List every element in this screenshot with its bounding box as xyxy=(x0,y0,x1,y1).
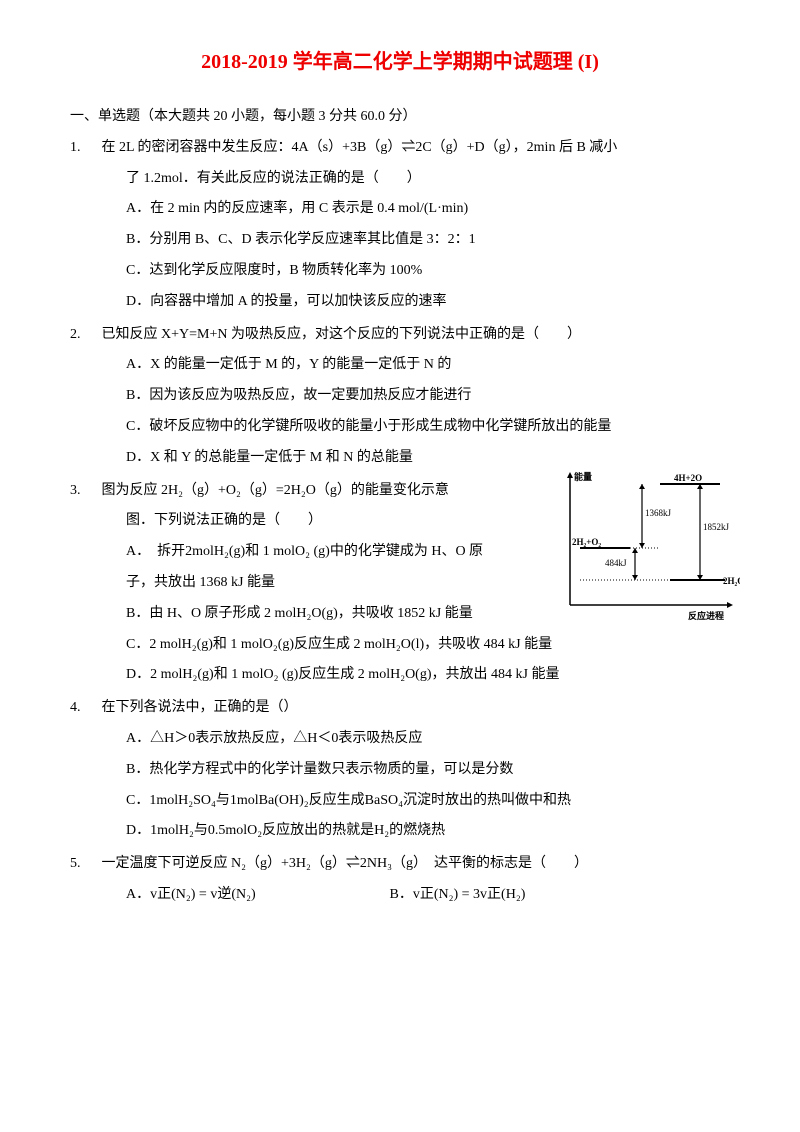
question-4: 4. 在下列各说法中，正确的是（） A．△H＞0表示放热反应，△H＜0表示吸热反… xyxy=(70,693,730,847)
q2-option-c: C．破坏反应物中的化学键所吸收的能量小于形成生成物中化学键所放出的能量 xyxy=(70,412,730,443)
q3-number: 3. xyxy=(70,476,98,507)
q1-text-l2: 了 1.2mol．有关此反应的说法正确的是（ ） xyxy=(70,164,730,195)
question-3: 3. 图为反应 2H₂（g）+O₂（g）=2H₂O（g）的能量变化示意 图．下列… xyxy=(70,476,730,692)
q4-option-c: C．1molH₂SO₄与1molBa(OH)₂反应生成BaSO₄沉淀时放出的热叫… xyxy=(70,786,730,817)
svg-text:2H₂+O₂: 2H₂+O₂ xyxy=(572,537,601,547)
q3-a-post: 中的化学键成为 H、O 原 xyxy=(330,544,483,559)
q4-option-d: D．1molH₂与0.5molO₂反应放出的热就是H₂的燃烧热 xyxy=(70,816,730,847)
q3-option-a-l1: A． 拆开2molH₂(g)和 1 molO₂ (g)中的化学键成为 H、O 原 xyxy=(70,537,546,568)
q5-text: 一定温度下可逆反应 N₂（g）+3H₂（g）⇌2NH₃（g） 达平衡的标志是（ … xyxy=(102,849,692,880)
svg-text:能量: 能量 xyxy=(574,471,592,482)
q1-number: 1. xyxy=(70,133,98,164)
q2-option-a: A．X 的能量一定低于 M 的，Y 的能量一定低于 N 的 xyxy=(70,350,730,381)
q4-number: 4. xyxy=(70,693,98,724)
svg-text:4H+2O: 4H+2O xyxy=(674,473,702,483)
q5-option-a: A．v正(N₂) = v逆(N₂) xyxy=(126,880,386,911)
q3-a-pre: A． 拆开 xyxy=(126,544,185,559)
svg-text:2H₂O: 2H₂O xyxy=(723,576,740,586)
q2-number: 2. xyxy=(70,320,98,351)
q4-option-b: B．热化学方程式中的化学计量数只表示物质的量，可以是分数 xyxy=(70,755,730,786)
q1-option-d: D．向容器中增加 A 的投量，可以加快该反应的速率 xyxy=(70,287,730,318)
q1-text-l1: 在 2L 的密闭容器中发生反应：4A（s）+3B（g）⇌2C（g）+D（g），2… xyxy=(102,133,692,164)
svg-text:1852kJ: 1852kJ xyxy=(703,522,730,532)
energy-diagram: 能量反应进程 4H+2O 2H₂+O₂ 2H₂O 1368kJ 1852kJ 484kJ xyxy=(560,470,740,640)
q1-option-a: A．在 2 min 内的反应速率，用 C 表示是 0.4 mol/(L·min) xyxy=(70,194,730,225)
section-heading: 一、单选题（本大题共 20 小题，每小题 3 分共 60.0 分） xyxy=(70,102,730,133)
q1-option-b: B．分别用 B、C、D 表示化学反应速率其比值是 3：2：1 xyxy=(70,225,730,256)
question-5: 5. 一定温度下可逆反应 N₂（g）+3H₂（g）⇌2NH₃（g） 达平衡的标志… xyxy=(70,849,730,911)
q1-option-c: C．达到化学反应限度时，B 物质转化率为 100% xyxy=(70,256,730,287)
svg-text:1368kJ: 1368kJ xyxy=(645,508,672,518)
q4-text: 在下列各说法中，正确的是（） xyxy=(102,693,692,724)
q3-option-d: D．2 molH₂(g)和 1 molO₂ (g)反应生成 2 molH₂O(g… xyxy=(70,660,730,691)
q2-option-b: B．因为该反应为吸热反应，故一定要加热反应才能进行 xyxy=(70,381,730,412)
q3-text-l2: 图．下列说法正确的是（ ） xyxy=(70,506,546,537)
q5-option-b: B．v正(N₂) = 3v正(H₂) xyxy=(390,880,526,911)
q3-text-l1: 图为反应 2H₂（g）+O₂（g）=2H₂O（g）的能量变化示意 xyxy=(102,476,522,507)
question-2: 2. 已知反应 X+Y=M+N 为吸热反应，对这个反应的下列说法中正确的是（ ）… xyxy=(70,320,730,474)
q3-a-mid: 2molH₂(g)和 1 molO₂ (g) xyxy=(185,544,330,559)
svg-text:反应进程: 反应进程 xyxy=(688,610,724,621)
q5-number: 5. xyxy=(70,849,98,880)
svg-text:484kJ: 484kJ xyxy=(605,558,627,568)
page-title: 2018-2019 学年高二化学上学期期中试题理 (I) xyxy=(70,40,730,84)
q2-text: 已知反应 X+Y=M+N 为吸热反应，对这个反应的下列说法中正确的是（ ） xyxy=(102,320,692,351)
q4-option-a: A．△H＞0表示放热反应，△H＜0表示吸热反应 xyxy=(70,724,730,755)
question-1: 1. 在 2L 的密闭容器中发生反应：4A（s）+3B（g）⇌2C（g）+D（g… xyxy=(70,133,730,318)
